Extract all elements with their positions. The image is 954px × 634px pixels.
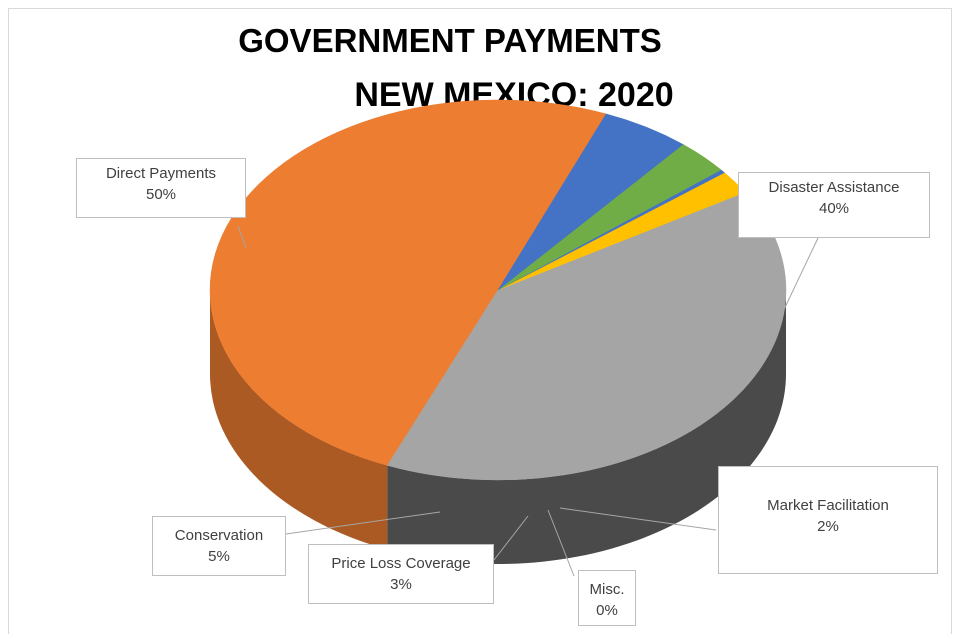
- data-label-name: Market Facilitation: [767, 497, 889, 514]
- data-label-name: Disaster Assistance: [768, 179, 900, 196]
- leader-line: [559, 507, 717, 531]
- chart-title: GOVERNMENT PAYMENTS: [238, 22, 662, 59]
- data-label-percent: 40%: [818, 200, 850, 217]
- data-label-percent: 0%: [596, 602, 618, 619]
- data-label-name: Misc.: [589, 581, 625, 598]
- leader-line: [237, 225, 247, 249]
- data-label-price-loss-coverage: Price Loss Coverage 3%: [308, 544, 494, 604]
- data-label-conservation: Conservation 5%: [152, 516, 286, 576]
- data-label-percent: 50%: [145, 186, 177, 203]
- pie-slice-conservation: [497, 113, 684, 291]
- leader-line: [547, 509, 575, 577]
- data-label-name: Conservation: [174, 527, 264, 544]
- data-label-misc: Misc. 0%: [578, 570, 636, 626]
- pie-side-direct-payments: [210, 290, 388, 550]
- leader-line: [285, 511, 441, 535]
- pie-side-disaster-assistance: [387, 290, 786, 564]
- data-label-percent: 3%: [390, 576, 412, 593]
- data-label-disaster-assistance: Disaster Assistance 40%: [738, 172, 930, 238]
- leader-line: [779, 237, 819, 319]
- data-label-market-facilitation: Market Facilitation 2%: [718, 466, 938, 574]
- data-label-percent: 2%: [817, 518, 839, 535]
- data-label-name: Price Loss Coverage: [331, 555, 471, 572]
- data-label-direct-payments: Direct Payments 50%: [76, 158, 246, 218]
- pie-slice-disaster-assistance: [386, 191, 787, 481]
- data-label-name: Direct Payments: [105, 165, 217, 182]
- leader-line: [493, 515, 529, 561]
- pie-top: [209, 99, 787, 481]
- pie-sides: [210, 290, 786, 564]
- data-label-percent: 5%: [208, 548, 230, 565]
